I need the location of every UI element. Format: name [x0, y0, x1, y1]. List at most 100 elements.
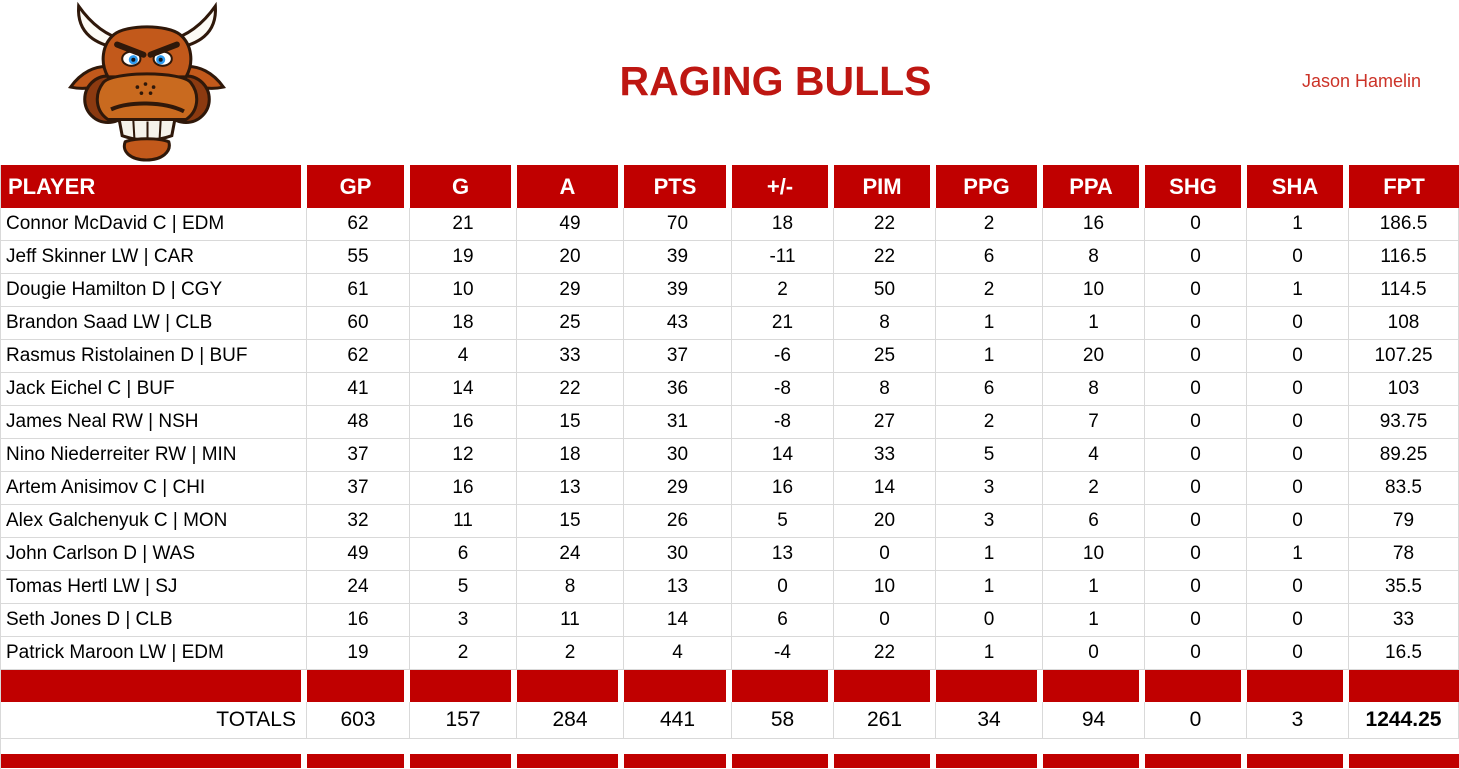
stat-cell-g[interactable]: 5 — [410, 571, 517, 603]
stat-cell-pts[interactable]: 4 — [624, 637, 732, 669]
stat-cell-g[interactable]: 3 — [410, 604, 517, 636]
player-name-cell[interactable]: Alex Galchenyuk C | MON — [0, 505, 307, 537]
stat-cell-shg[interactable]: 0 — [1145, 373, 1247, 405]
stat-cell-fpt[interactable]: 33 — [1349, 604, 1459, 636]
stat-cell-a[interactable]: 13 — [517, 472, 624, 504]
stat-cell-ppg[interactable]: 3 — [936, 472, 1043, 504]
totals-cell-col[interactable]: 58 — [732, 702, 834, 738]
stat-cell-a[interactable]: 25 — [517, 307, 624, 339]
stat-cell-gp[interactable]: 32 — [307, 505, 410, 537]
stat-cell-sha[interactable]: 1 — [1247, 274, 1349, 306]
stat-cell-sha[interactable]: 1 — [1247, 538, 1349, 570]
stat-cell-g[interactable]: 4 — [410, 340, 517, 372]
stat-cell-sha[interactable]: 1 — [1247, 208, 1349, 240]
stat-cell-a[interactable]: 15 — [517, 505, 624, 537]
stat-cell-pim[interactable]: 22 — [834, 208, 936, 240]
player-name-cell[interactable]: Rasmus Ristolainen D | BUF — [0, 340, 307, 372]
stat-cell-col[interactable]: 16 — [732, 472, 834, 504]
stat-cell-pim[interactable]: 10 — [834, 571, 936, 603]
totals-cell-pts[interactable]: 441 — [624, 702, 732, 738]
stat-cell-pts[interactable]: 26 — [624, 505, 732, 537]
player-name-cell[interactable]: Patrick Maroon LW | EDM — [0, 637, 307, 669]
totals-cell-sha[interactable]: 3 — [1247, 702, 1349, 738]
stat-cell-shg[interactable]: 0 — [1145, 472, 1247, 504]
stat-cell-gp[interactable]: 62 — [307, 208, 410, 240]
stat-cell-ppg[interactable]: 1 — [936, 340, 1043, 372]
stat-cell-pim[interactable]: 0 — [834, 604, 936, 636]
stat-cell-ppg[interactable]: 3 — [936, 505, 1043, 537]
player-name-cell[interactable]: Seth Jones D | CLB — [0, 604, 307, 636]
stat-cell-g[interactable]: 19 — [410, 241, 517, 273]
stat-cell-ppg[interactable]: 2 — [936, 208, 1043, 240]
stat-cell-a[interactable]: 49 — [517, 208, 624, 240]
stat-cell-fpt[interactable]: 83.5 — [1349, 472, 1459, 504]
totals-cell-g[interactable]: 157 — [410, 702, 517, 738]
stat-cell-a[interactable]: 2 — [517, 637, 624, 669]
stat-cell-ppa[interactable]: 6 — [1043, 505, 1145, 537]
stat-cell-sha[interactable]: 0 — [1247, 373, 1349, 405]
stat-cell-ppa[interactable]: 10 — [1043, 538, 1145, 570]
stat-cell-ppg[interactable]: 6 — [936, 373, 1043, 405]
stat-cell-pim[interactable]: 0 — [834, 538, 936, 570]
stat-cell-shg[interactable]: 0 — [1145, 340, 1247, 372]
stat-cell-ppg[interactable]: 1 — [936, 571, 1043, 603]
player-name-cell[interactable]: Jeff Skinner LW | CAR — [0, 241, 307, 273]
stat-cell-a[interactable]: 18 — [517, 439, 624, 471]
stat-cell-col[interactable]: 2 — [732, 274, 834, 306]
stat-cell-shg[interactable]: 0 — [1145, 505, 1247, 537]
stat-cell-ppa[interactable]: 4 — [1043, 439, 1145, 471]
stat-cell-shg[interactable]: 0 — [1145, 274, 1247, 306]
stat-cell-shg[interactable]: 0 — [1145, 241, 1247, 273]
stat-cell-ppa[interactable]: 10 — [1043, 274, 1145, 306]
column-header-ppg[interactable]: PPG — [936, 165, 1043, 208]
stat-cell-gp[interactable]: 62 — [307, 340, 410, 372]
stat-cell-ppa[interactable]: 8 — [1043, 373, 1145, 405]
stat-cell-pim[interactable]: 50 — [834, 274, 936, 306]
player-name-cell[interactable]: Connor McDavid C | EDM — [0, 208, 307, 240]
stat-cell-pts[interactable]: 30 — [624, 538, 732, 570]
stat-cell-a[interactable]: 22 — [517, 373, 624, 405]
stat-cell-ppg[interactable]: 2 — [936, 406, 1043, 438]
stat-cell-gp[interactable]: 16 — [307, 604, 410, 636]
column-header-a[interactable]: A — [517, 165, 624, 208]
stat-cell-pim[interactable]: 14 — [834, 472, 936, 504]
player-name-cell[interactable]: Artem Anisimov C | CHI — [0, 472, 307, 504]
stat-cell-ppg[interactable]: 2 — [936, 274, 1043, 306]
column-header-ppa[interactable]: PPA — [1043, 165, 1145, 208]
stat-cell-g[interactable]: 18 — [410, 307, 517, 339]
column-header-gp[interactable]: GP — [307, 165, 410, 208]
column-header-g[interactable]: G — [410, 165, 517, 208]
stat-cell-fpt[interactable]: 35.5 — [1349, 571, 1459, 603]
column-header-sha[interactable]: SHA — [1247, 165, 1349, 208]
stat-cell-a[interactable]: 29 — [517, 274, 624, 306]
stat-cell-g[interactable]: 11 — [410, 505, 517, 537]
stat-cell-col[interactable]: 0 — [732, 571, 834, 603]
stat-cell-g[interactable]: 21 — [410, 208, 517, 240]
stat-cell-g[interactable]: 2 — [410, 637, 517, 669]
stat-cell-ppa[interactable]: 1 — [1043, 604, 1145, 636]
stat-cell-shg[interactable]: 0 — [1145, 637, 1247, 669]
stat-cell-shg[interactable]: 0 — [1145, 604, 1247, 636]
stat-cell-col[interactable]: 13 — [732, 538, 834, 570]
player-name-cell[interactable]: Brandon Saad LW | CLB — [0, 307, 307, 339]
stat-cell-gp[interactable]: 24 — [307, 571, 410, 603]
stat-cell-g[interactable]: 12 — [410, 439, 517, 471]
stat-cell-pts[interactable]: 30 — [624, 439, 732, 471]
stat-cell-ppa[interactable]: 8 — [1043, 241, 1145, 273]
stat-cell-ppa[interactable]: 0 — [1043, 637, 1145, 669]
stat-cell-col[interactable]: -8 — [732, 406, 834, 438]
stat-cell-pts[interactable]: 37 — [624, 340, 732, 372]
stat-cell-a[interactable]: 8 — [517, 571, 624, 603]
stat-cell-ppg[interactable]: 6 — [936, 241, 1043, 273]
stat-cell-shg[interactable]: 0 — [1145, 571, 1247, 603]
stat-cell-ppg[interactable]: 5 — [936, 439, 1043, 471]
stat-cell-fpt[interactable]: 16.5 — [1349, 637, 1459, 669]
stat-cell-col[interactable]: 18 — [732, 208, 834, 240]
stat-cell-fpt[interactable]: 93.75 — [1349, 406, 1459, 438]
stat-cell-a[interactable]: 11 — [517, 604, 624, 636]
stat-cell-sha[interactable]: 0 — [1247, 406, 1349, 438]
stat-cell-sha[interactable]: 0 — [1247, 472, 1349, 504]
stat-cell-ppa[interactable]: 1 — [1043, 571, 1145, 603]
stat-cell-ppa[interactable]: 20 — [1043, 340, 1145, 372]
stat-cell-ppa[interactable]: 2 — [1043, 472, 1145, 504]
